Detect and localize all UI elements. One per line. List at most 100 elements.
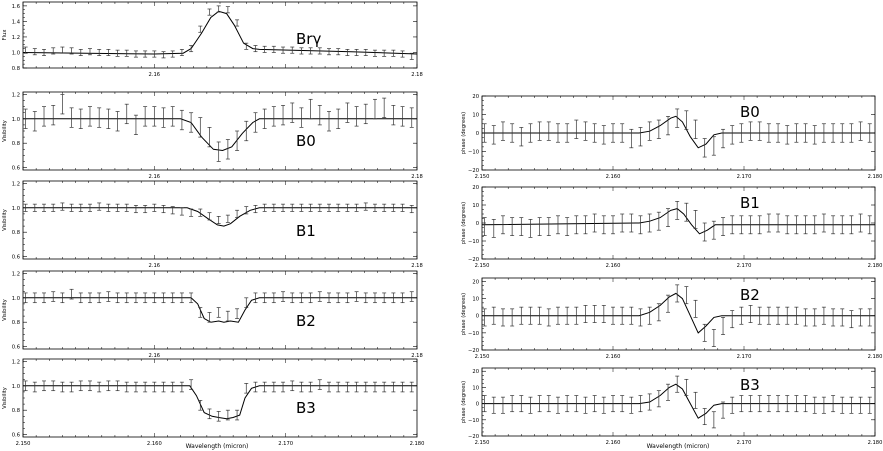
data-point [849,396,854,414]
data-point [840,396,845,414]
data-point [721,317,726,335]
data-point [170,381,175,393]
data-point [32,381,37,393]
data-point [528,306,533,325]
x-tick-label: 2.180 [868,263,883,269]
data-point [281,105,286,126]
data-point [821,396,826,414]
data-point [500,121,505,141]
data-point [290,46,295,54]
x-tick-label: 2.160 [606,174,621,180]
data-point [317,47,322,55]
data-point [271,203,276,212]
data-point [776,306,781,325]
data-point [812,125,817,145]
data-point [500,215,505,235]
data-point [831,123,836,143]
data-point [546,121,551,141]
data-point [565,217,570,236]
x-tick-label: 2.16 [149,263,161,269]
data-point [574,215,579,235]
data-point [106,380,111,392]
x-tick-label: 2.18 [411,72,423,78]
data-point [766,213,771,233]
data-point [216,411,221,422]
data-point [115,49,120,57]
data-point [812,308,817,327]
data-point [656,303,661,322]
data-point [244,383,249,394]
data-point [51,291,56,302]
data-point [97,381,102,393]
y-tick-label: 1.0 [12,206,20,212]
data-point [23,203,28,212]
y-tick-label: 10 [472,385,479,391]
data-point [620,306,625,325]
plot-frame [22,270,418,350]
data-point [831,395,836,413]
data-point [776,123,781,143]
x-axis-label-right: Wavelength (micron) [647,443,710,450]
data-point [262,292,267,304]
data-point [152,381,157,393]
data-point [391,381,396,393]
data-point [225,214,230,223]
data-point [647,306,652,325]
data-point [391,105,396,126]
data-point [143,292,148,304]
data-point [271,106,276,127]
x-tick-label: 2.180 [868,440,883,446]
data-point [262,381,267,393]
data-point [482,308,487,327]
data-point [106,108,111,129]
data-point [51,47,56,55]
data-point [363,202,368,211]
x-tick-label: 2.170 [737,354,752,360]
data-point [601,305,606,323]
data-point [409,381,414,393]
data-point [372,292,377,304]
data-point [711,411,716,429]
y-axis-label: phase (degrees) [461,202,467,244]
data-point [831,308,836,327]
y-axis-label: Visibility [2,299,8,321]
data-point [262,108,267,129]
y-tick-label: 0 [476,402,479,408]
data-point [638,308,643,327]
data-point [207,312,212,323]
model-curve [22,10,418,55]
data-point [179,49,184,56]
data-point [803,395,808,413]
data-point [510,123,515,143]
plot-frame [481,277,876,351]
data-point [666,383,671,401]
data-point [124,49,129,57]
data-point [216,5,221,13]
data-point [78,49,83,56]
data-point [253,381,258,393]
data-point [400,203,405,212]
data-point [299,47,304,55]
data-point [840,123,845,143]
data-point [702,323,707,342]
data-point [840,215,845,235]
data-point [666,115,671,136]
data-point [253,45,258,53]
data-point [133,50,138,58]
data-point [299,381,304,393]
data-point [290,102,295,123]
y-tick-label: −20 [468,168,479,174]
data-point [766,306,771,325]
x-tick-label: 2.150 [16,441,31,447]
baseline-label: B3 [296,399,316,417]
x-tick-label: 2.150 [475,174,490,180]
data-point [51,380,56,392]
y-tick-label: 0 [476,221,479,227]
data-point [711,136,716,156]
data-point [583,121,588,141]
panel-vis-b2: 0.6 0.8 1.0 1.2 2.16 2.18 Visibility B2 [2,270,423,359]
baseline-label: B0 [296,132,316,150]
y-tick-label: 10 [472,113,479,119]
panel-vis-b0: 0.6 0.8 1.0 1.2 2.16 2.18 Visibility B0 [2,91,423,180]
data-point [382,292,387,304]
